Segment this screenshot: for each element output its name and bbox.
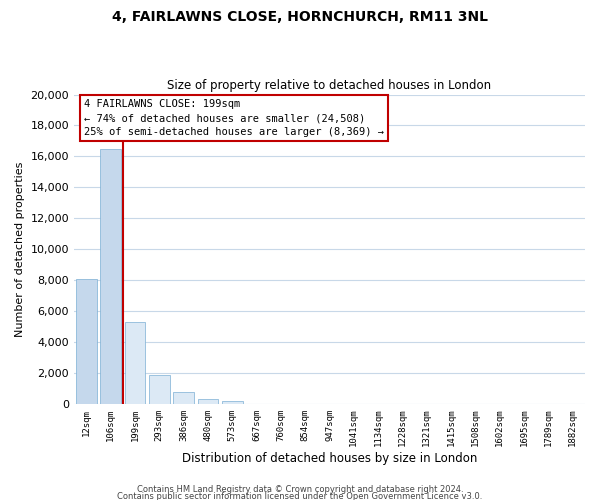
Y-axis label: Number of detached properties: Number of detached properties	[15, 162, 25, 337]
Bar	[76, 278, 97, 404]
Bar	[100, 148, 121, 404]
X-axis label: Distribution of detached houses by size in London: Distribution of detached houses by size …	[182, 452, 477, 465]
Title: Size of property relative to detached houses in London: Size of property relative to detached ho…	[167, 79, 491, 92]
Text: 4 FAIRLAWNS CLOSE: 199sqm
← 74% of detached houses are smaller (24,508)
25% of s: 4 FAIRLAWNS CLOSE: 199sqm ← 74% of detac…	[84, 99, 384, 137]
Bar	[125, 322, 145, 404]
Bar	[222, 401, 242, 404]
Bar	[149, 376, 170, 404]
Text: Contains HM Land Registry data © Crown copyright and database right 2024.: Contains HM Land Registry data © Crown c…	[137, 485, 463, 494]
Bar	[197, 400, 218, 404]
Text: 4, FAIRLAWNS CLOSE, HORNCHURCH, RM11 3NL: 4, FAIRLAWNS CLOSE, HORNCHURCH, RM11 3NL	[112, 10, 488, 24]
Text: Contains public sector information licensed under the Open Government Licence v3: Contains public sector information licen…	[118, 492, 482, 500]
Bar	[173, 392, 194, 404]
